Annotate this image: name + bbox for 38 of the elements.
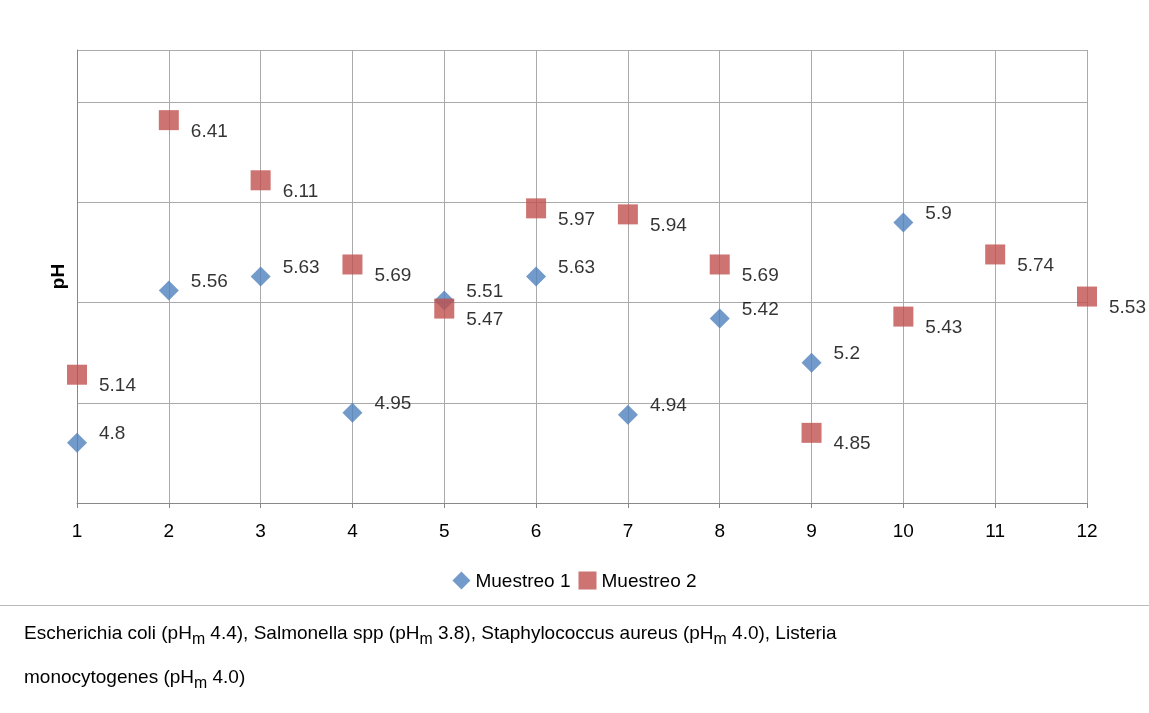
data-label: 5.51: [466, 280, 504, 302]
data-label: 4.8: [99, 422, 126, 444]
data-label: 5.94: [649, 213, 688, 235]
x-tick-label: 1: [71, 520, 83, 541]
data-label: 5.74: [1017, 253, 1055, 275]
data-label: 5.14: [99, 374, 137, 396]
x-tick-label: 8: [714, 520, 726, 541]
data-label: 5.56: [190, 270, 228, 292]
legend-label: Muestreo 2: [601, 570, 697, 591]
data-label: 4.94: [649, 394, 688, 416]
data-label: 5.43: [925, 316, 963, 338]
x-tick-label: 6: [530, 520, 542, 541]
x-tick-label: 7: [622, 520, 634, 541]
x-tick-label: 9: [806, 520, 817, 541]
data-label: 6.41: [190, 119, 228, 141]
data-label: 5.42: [741, 298, 779, 320]
text: Escherichia coli (pH$_{m}$ 4.4), Salmonella spp (pH$_{m}$ 3.8), Staphylococcus aureus (pH$_{m}$ 4.0), Listeria monocytogenes (pH$_{m}$ 4.0): [24, 622, 837, 691]
x-tick-label: 2: [163, 520, 175, 541]
data-label: 4.85: [833, 432, 871, 454]
data-label: 5.63: [558, 256, 596, 277]
data-label: 6.11: [282, 179, 319, 201]
data-label: 5.97: [558, 207, 596, 229]
x-tick-label: 5: [438, 520, 450, 541]
x-tick-label: 10: [892, 520, 914, 541]
data-label: 5.69: [741, 263, 779, 285]
x-tick-label: 3: [255, 520, 266, 541]
data-label: 5.47: [466, 308, 504, 330]
data-label: 5.2: [833, 342, 860, 364]
data-label: 5.9: [925, 201, 952, 223]
data-label: 5.63: [282, 256, 320, 277]
x-tick-label: 4: [347, 520, 359, 541]
x-tick-label: 12: [1076, 520, 1098, 541]
data-label: 5.69: [374, 263, 412, 285]
data-label: 4.95: [374, 392, 412, 414]
legend-label: Muestreo 1: [475, 570, 571, 591]
data-label: 5.53: [1109, 296, 1146, 318]
x-tick-label: 11: [985, 520, 1006, 541]
y-axis-title: pH: [47, 263, 68, 290]
